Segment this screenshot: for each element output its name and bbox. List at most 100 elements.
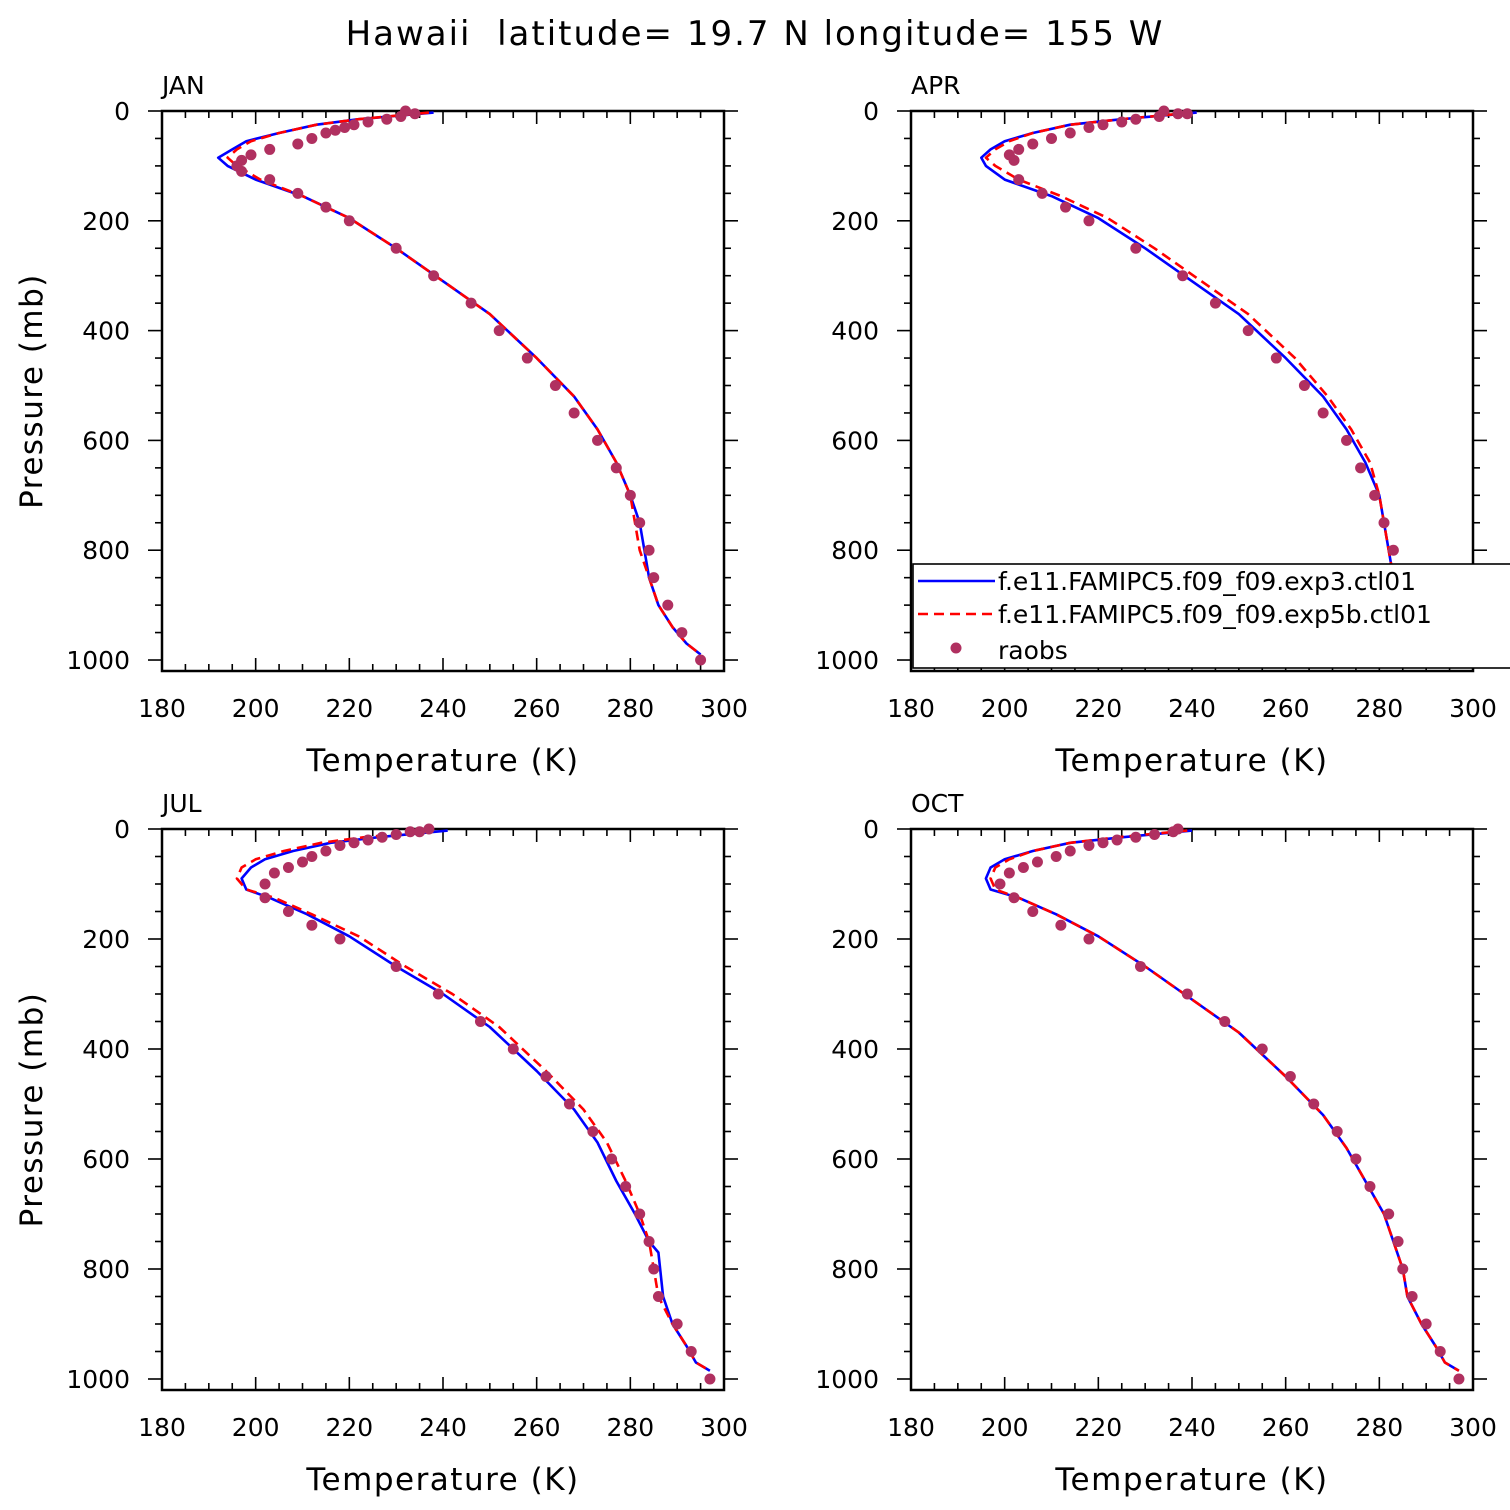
data-point-oct-raobs	[1434, 1346, 1446, 1357]
data-point-jul-raobs	[643, 1236, 655, 1247]
y-tick-label: 1000	[815, 646, 879, 675]
series-line-jul-f-e11-famipc5-f09-f09-exp5b-ctl01	[235, 829, 711, 1372]
legend: f.e11.FAMIPC5.f09_f09.exp3.ctl01 f.e11.FA…	[912, 563, 1510, 669]
x-tick-label: 280	[1355, 1413, 1403, 1442]
series-line-jan-f-e11-famipc5-f09-f09-exp5b-ctl01	[226, 111, 702, 656]
x-tick-label: 280	[606, 1413, 654, 1442]
panel-title-jan: JAN	[160, 71, 205, 100]
x-tick-label: 180	[887, 1413, 935, 1442]
data-point-oct-raobs	[1167, 826, 1179, 838]
data-point-jan-raobs	[662, 599, 674, 611]
data-point-jan-raobs	[292, 187, 304, 199]
y-tick-label: 600	[831, 1145, 879, 1174]
data-point-jul-raobs	[348, 837, 360, 849]
data-point-jan-raobs	[409, 108, 421, 120]
y-tick-label: 400	[82, 1035, 130, 1064]
data-point-jul-raobs	[306, 919, 318, 931]
data-point-jan-raobs	[320, 127, 332, 139]
data-point-jul-raobs	[671, 1318, 683, 1330]
data-point-jul-raobs	[282, 862, 294, 873]
x-tick-label: 200	[232, 1413, 280, 1442]
x-tick-label: 300	[700, 1413, 748, 1442]
data-point-jul-raobs	[507, 1043, 519, 1055]
data-point-apr-raobs	[1317, 407, 1329, 419]
legend-label: raobs	[998, 636, 1068, 665]
data-point-oct-raobs	[1219, 1016, 1231, 1027]
x-axis-title-oct: Temperature (K)	[1054, 1462, 1328, 1498]
y-tick-label: 0	[114, 815, 130, 844]
legend-label: f.e11.FAMIPC5.f09_f09.exp5b.ctl01	[998, 600, 1432, 629]
data-point-oct-raobs	[1364, 1181, 1376, 1192]
data-point-oct-raobs	[1008, 892, 1020, 904]
y-tick-label: 800	[831, 536, 879, 565]
data-point-apr-raobs	[1242, 325, 1254, 337]
data-point-jan-raobs	[568, 407, 580, 419]
data-point-jan-raobs	[381, 113, 393, 125]
data-point-jul-raobs	[404, 826, 416, 838]
data-point-jan-raobs	[339, 121, 351, 133]
data-point-jul-raobs	[334, 840, 346, 851]
x-axis-title-jul: Temperature (K)	[305, 1462, 579, 1498]
data-point-oct-raobs	[1134, 961, 1146, 972]
data-point-jan-raobs	[329, 124, 341, 136]
data-point-oct-raobs	[1130, 831, 1142, 843]
x-axis-title-jan: Temperature (K)	[305, 743, 579, 779]
data-point-oct-raobs	[1111, 834, 1123, 846]
y-tick-label: 800	[82, 536, 130, 565]
data-point-jul-raobs	[390, 961, 402, 972]
data-point-jan-raobs	[610, 462, 622, 474]
data-point-oct-raobs	[1055, 919, 1067, 931]
series-line-oct-f-e11-famipc5-f09-f09-exp3-ctl01	[984, 829, 1460, 1372]
panel-apr: APR 180 200 220 240 260 280 300 0 200 400 600 800 100…	[815, 71, 1496, 779]
data-point-jul-raobs	[423, 823, 435, 835]
data-point-jul-raobs	[634, 1208, 646, 1220]
panels: JAN 180 200 220 240 260 280 300 0 200 400 600 800 100…	[14, 71, 1497, 1498]
data-point-oct-raobs	[1181, 988, 1193, 1000]
y-tick-label: 400	[82, 317, 130, 346]
legend-label: f.e11.FAMIPC5.f09_f09.exp3.ctl01	[998, 567, 1416, 596]
legend-frame	[912, 563, 1510, 669]
x-tick-label: 220	[1074, 694, 1122, 723]
series-jul-raobs	[259, 823, 716, 1385]
x-tick-label: 260	[513, 694, 561, 723]
series-oct-raobs	[994, 823, 1465, 1385]
data-point-oct-raobs	[1083, 840, 1095, 851]
data-point-jan-raobs	[320, 201, 332, 213]
x-tick-label: 240	[1168, 694, 1216, 723]
series-line-jan-f-e11-famipc5-f09-f09-exp3-ctl01	[216, 111, 702, 656]
series-line-oct-f-e11-famipc5-f09-f09-exp5b-ctl01	[989, 829, 1460, 1372]
x-tick-label: 180	[138, 1413, 186, 1442]
y-tick-label: 200	[831, 207, 879, 236]
data-point-apr-raobs	[1116, 116, 1128, 128]
data-point-apr-raobs	[1387, 544, 1399, 556]
data-point-jan-raobs	[624, 489, 636, 501]
data-point-jan-raobs	[264, 143, 276, 155]
panel-title-apr: APR	[911, 71, 961, 100]
data-point-jan-raobs	[390, 242, 402, 254]
data-point-apr-raobs	[1060, 201, 1072, 213]
data-point-oct-raobs	[1308, 1098, 1320, 1110]
data-point-jul-raobs	[540, 1071, 552, 1082]
data-point-jul-raobs	[685, 1346, 697, 1357]
x-tick-label: 220	[325, 694, 373, 723]
data-point-apr-raobs	[1097, 119, 1109, 131]
x-tick-label: 220	[1074, 1413, 1122, 1442]
data-point-apr-raobs	[1341, 434, 1353, 446]
y-tick-label: 800	[831, 1255, 879, 1284]
data-point-apr-raobs	[1369, 489, 1381, 501]
data-point-jul-raobs	[268, 867, 280, 879]
data-point-jul-raobs	[652, 1291, 664, 1302]
y-tick-label: 0	[114, 97, 130, 126]
x-tick-label: 260	[1262, 694, 1310, 723]
data-point-jan-raobs	[493, 325, 505, 337]
data-point-jul-raobs	[620, 1181, 632, 1192]
data-point-oct-raobs	[1420, 1318, 1432, 1330]
data-point-jan-raobs	[465, 297, 477, 309]
x-tick-label: 300	[700, 694, 748, 723]
data-point-jan-raobs	[643, 544, 655, 556]
y-tick-label: 200	[831, 925, 879, 954]
data-point-oct-raobs	[1284, 1071, 1296, 1082]
data-point-jan-raobs	[343, 215, 355, 227]
y-tick-label: 1000	[66, 1365, 130, 1394]
